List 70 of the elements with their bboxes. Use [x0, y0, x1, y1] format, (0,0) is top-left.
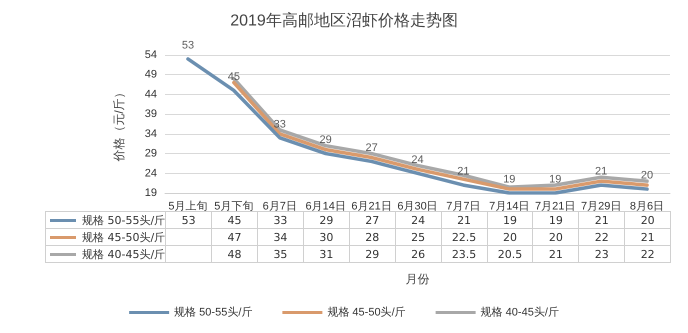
text: 规格 50-55头/斤	[174, 306, 252, 318]
annotation: 53	[182, 39, 194, 52]
data-label: 28	[349, 228, 396, 246]
chart-title: 2019年高邮地区沼虾价格走势图	[230, 12, 458, 30]
data-label: 47	[212, 228, 258, 246]
annotation: 33	[274, 118, 286, 130]
y-tick-label: 29	[144, 148, 157, 160]
data-label: 22	[578, 228, 625, 246]
text: 规格 40-45头/斤	[480, 306, 559, 318]
y-tick-label: 39	[144, 108, 157, 120]
y-axis-title: 价格（元/斤）	[112, 86, 126, 163]
x-tick-label: 7月7日	[446, 200, 481, 212]
data-label: 22.5	[441, 228, 488, 246]
y-tick-label: 49	[144, 68, 157, 81]
y-tick-label: 34	[144, 128, 157, 140]
annotation: 20	[640, 170, 654, 182]
annotation: 29	[320, 134, 332, 146]
data-label: 25	[395, 228, 442, 246]
x-axis-title: 月份	[406, 272, 430, 286]
data-label: 20	[532, 228, 579, 246]
data-label: 27	[349, 212, 396, 228]
x-tick-label: 6月7日	[262, 200, 297, 212]
annotation: 21	[457, 166, 470, 178]
data-label: 45	[212, 212, 258, 228]
x-tick-label: 5月下旬	[214, 200, 254, 212]
x-tick-label: 5月上旬	[168, 200, 208, 212]
data-label: 23.5	[441, 246, 488, 262]
data-label: 21	[624, 228, 671, 246]
text: 规格 45-50头/斤	[327, 306, 406, 318]
x-tick-label: 7月29日	[580, 200, 622, 212]
data-label: 29	[303, 212, 350, 228]
data-label: 20	[487, 228, 533, 246]
data-label: 23	[578, 246, 625, 262]
x-tick-label: 6月30日	[397, 200, 438, 212]
y-tick-label: 24	[144, 167, 157, 180]
data-label: 33	[257, 212, 304, 228]
data-label: 22	[624, 246, 671, 262]
data-label: 21	[441, 212, 488, 228]
x-tick-label: 6月21日	[351, 200, 392, 212]
data-label: 19	[532, 212, 579, 228]
data-label: 19	[487, 212, 533, 228]
y-tick-label: 44	[144, 88, 157, 100]
data-label: 20.5	[487, 246, 533, 262]
annotation: 19	[503, 174, 516, 186]
data-label: 21	[532, 246, 579, 262]
legend-label: 规格 50-55头/斤	[46, 212, 166, 228]
y-tick-label: 54	[144, 49, 157, 61]
annotation: 24	[411, 154, 424, 166]
annotation: 21	[595, 166, 608, 178]
data-label: 48	[212, 246, 258, 262]
y-tick-label: 19	[144, 187, 157, 199]
legend-label: 规格 45-50头/斤	[46, 228, 166, 246]
x-tick-label: 8月6日	[630, 200, 664, 212]
data-label: 20	[624, 212, 671, 228]
data-label: 29	[349, 246, 396, 262]
data-label: 21	[578, 212, 625, 228]
x-tick-label: 7月21日	[535, 200, 576, 212]
data-label: 30	[303, 228, 350, 246]
data-label: 26	[395, 246, 442, 262]
annotation: 27	[365, 142, 378, 154]
data-label: 35	[257, 246, 304, 262]
data-label: 34	[257, 228, 304, 246]
data-label: 31	[303, 246, 350, 262]
x-tick-label: 6月14日	[306, 200, 346, 212]
x-tick-label: 7月14日	[489, 200, 530, 212]
annotation: 19	[549, 174, 562, 186]
legend-label: 规格 40-45头/斤	[46, 246, 166, 262]
data-label: 24	[395, 212, 442, 228]
annotation: 45	[228, 70, 240, 83]
data-label: 53	[166, 212, 212, 228]
